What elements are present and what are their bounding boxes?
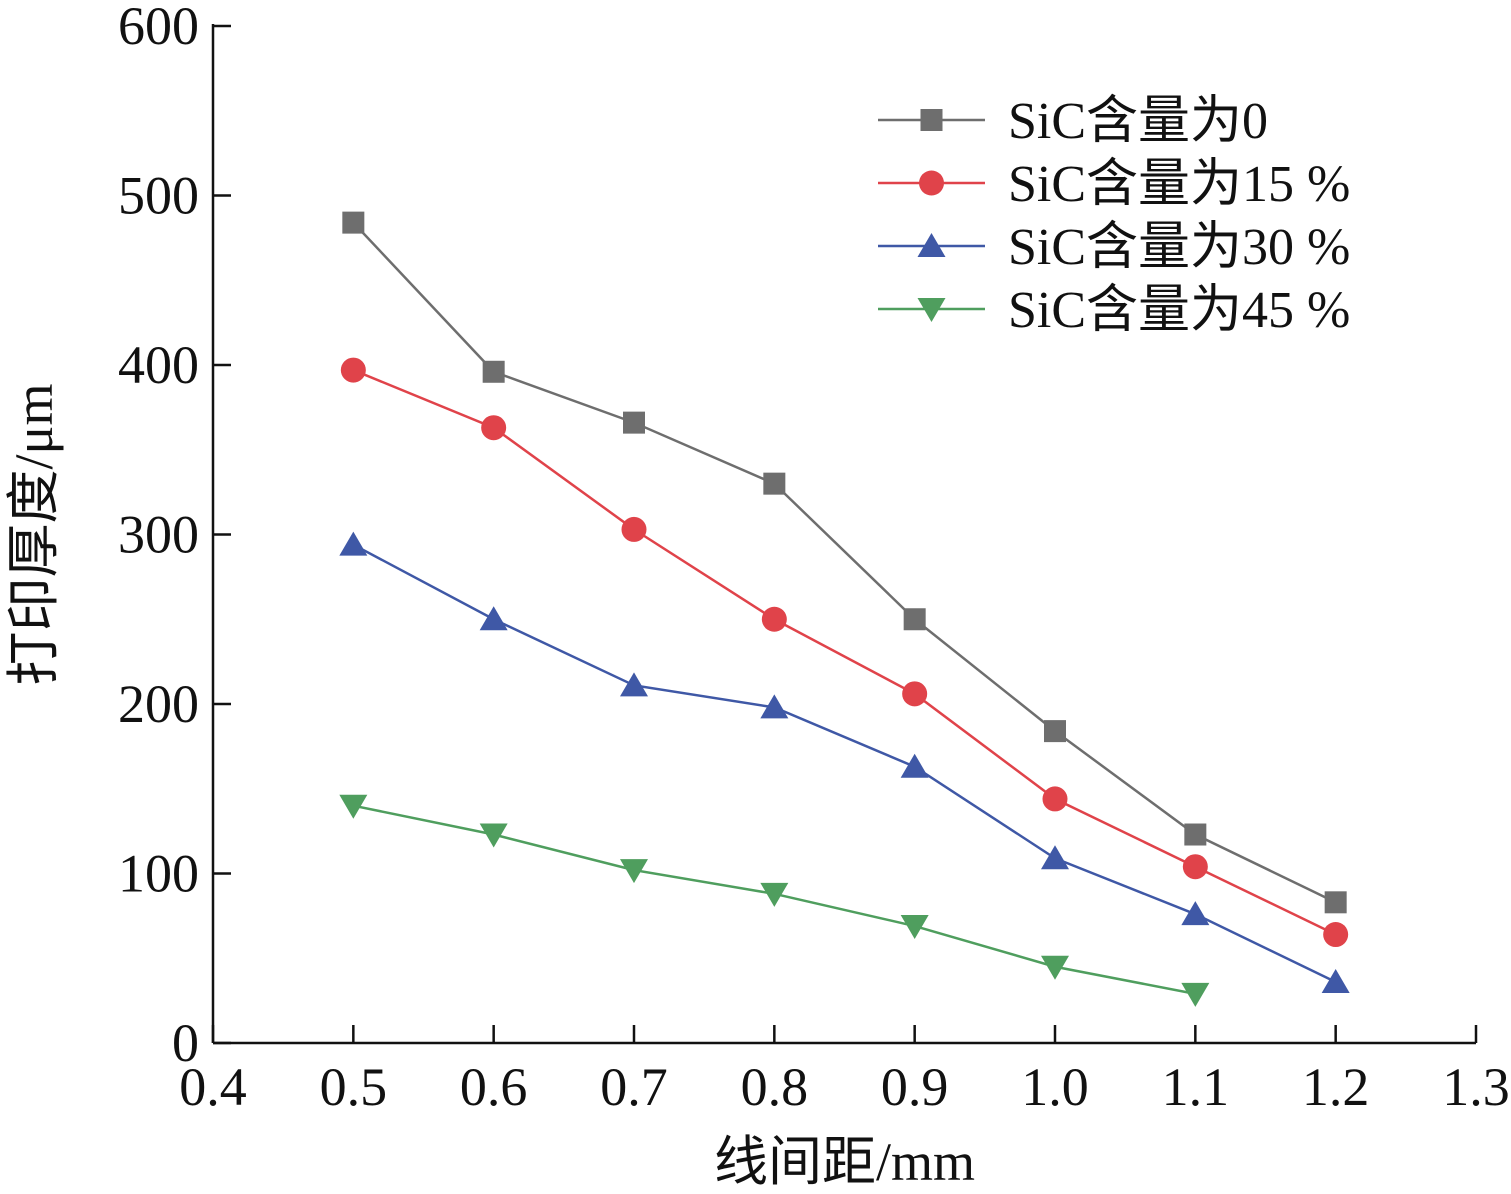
x-tick-label: 0.8 (741, 1057, 809, 1117)
legend-marker (917, 233, 946, 257)
series-line (352, 543, 1337, 984)
y-tick-label: 0 (172, 1013, 199, 1073)
data-point (1041, 845, 1069, 870)
data-point (1182, 854, 1208, 880)
data-point (763, 472, 786, 495)
legend-item: SiC含量为0 (878, 93, 1268, 150)
data-point (479, 606, 508, 631)
data-point (1181, 901, 1210, 926)
data-point (339, 531, 368, 556)
x-tick-label: 1.3 (1442, 1057, 1510, 1117)
data-point (340, 357, 366, 383)
data-point (1323, 922, 1349, 948)
x-tick-label: 0.7 (600, 1057, 668, 1117)
legend-label: SiC含量为0 (1008, 93, 1268, 150)
data-point (900, 915, 929, 940)
data-point (621, 516, 647, 542)
x-tick-label: 1.0 (1021, 1057, 1089, 1117)
legend-label: SiC含量为45 % (1008, 282, 1350, 339)
data-point (1041, 955, 1069, 980)
legend-item: SiC含量为45 % (878, 282, 1350, 339)
x-tick-label: 0.9 (881, 1057, 949, 1117)
data-point (761, 606, 787, 632)
data-point (481, 415, 507, 441)
x-tick-label: 0.4 (179, 1057, 247, 1117)
data-point (482, 360, 505, 383)
x-tick-label: 0.6 (460, 1057, 528, 1117)
series-2 (339, 531, 1350, 993)
legend-marker (917, 298, 946, 322)
legend-label: SiC含量为15 % (1008, 156, 1350, 213)
series-line (352, 221, 1337, 904)
x-tick-label: 0.5 (320, 1057, 388, 1117)
legend: SiC含量为0 SiC含量为15 % SiC含量为30 % SiC含量为45 % (878, 93, 1350, 339)
data-point (1044, 720, 1066, 743)
y-axis-title: 打印厚度/μm (4, 384, 64, 686)
y-tick-label: 400 (118, 335, 199, 395)
legend-item: SiC含量为30 % (878, 219, 1350, 276)
series-0 (342, 211, 1347, 914)
axes: 0 100 200 300 400 500 600 0.4 0.5 0.6 0.7 0.8 0.9 1.0… (118, 0, 1510, 1117)
data-point (620, 672, 648, 697)
y-tick-label: 600 (118, 0, 199, 56)
data-point (623, 411, 645, 434)
y-tick-label: 300 (118, 505, 199, 565)
data-point (1184, 823, 1207, 846)
x-axis-title: 线间距/mm (714, 1132, 975, 1192)
series-3 (339, 794, 1210, 1007)
data-point (339, 794, 368, 819)
data-point (342, 211, 365, 234)
y-tick-label: 100 (118, 844, 199, 904)
data-point (900, 753, 929, 778)
data-point (903, 608, 926, 631)
series-1 (340, 357, 1349, 948)
series-line (352, 368, 1337, 936)
y-tick-label: 200 (118, 674, 199, 734)
legend-marker (919, 170, 944, 196)
series-layer (339, 211, 1350, 1007)
legend-label: SiC含量为30 % (1008, 219, 1350, 276)
y-tick-label: 500 (118, 166, 199, 226)
data-point (760, 694, 789, 719)
x-tick-label: 1.1 (1162, 1057, 1230, 1117)
data-point (760, 882, 789, 907)
data-point (479, 823, 508, 848)
data-point (1042, 786, 1068, 812)
data-point (1321, 968, 1350, 993)
x-tick-label: 1.2 (1302, 1057, 1370, 1117)
data-point (902, 681, 928, 707)
legend-marker (920, 109, 943, 131)
data-point (1324, 891, 1347, 914)
legend-item: SiC含量为15 % (878, 156, 1350, 213)
data-point (620, 859, 648, 884)
data-point (1181, 982, 1210, 1007)
